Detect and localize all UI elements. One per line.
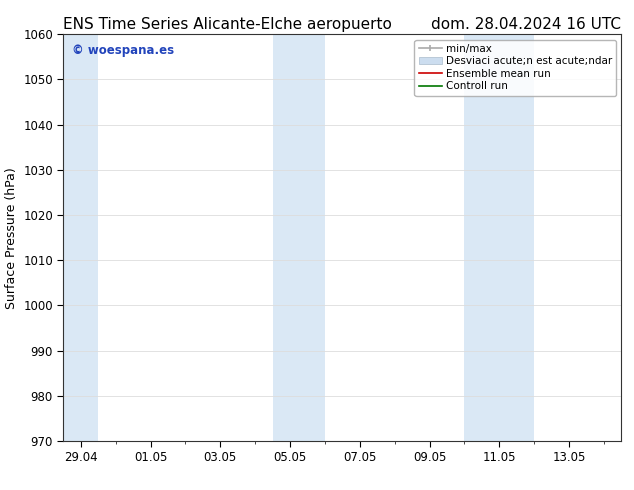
Text: ENS Time Series Alicante-Elche aeropuerto: ENS Time Series Alicante-Elche aeropuert…	[63, 17, 392, 32]
Legend: min/max, Desviaci acute;n est acute;ndar, Ensemble mean run, Controll run: min/max, Desviaci acute;n est acute;ndar…	[415, 40, 616, 96]
Y-axis label: Surface Pressure (hPa): Surface Pressure (hPa)	[4, 167, 18, 309]
Text: dom. 28.04.2024 16 UTC: dom. 28.04.2024 16 UTC	[431, 17, 621, 32]
Bar	[273, 34, 325, 441]
Bar	[63, 34, 98, 441]
Bar	[464, 34, 534, 441]
Text: © woespana.es: © woespana.es	[72, 45, 174, 57]
